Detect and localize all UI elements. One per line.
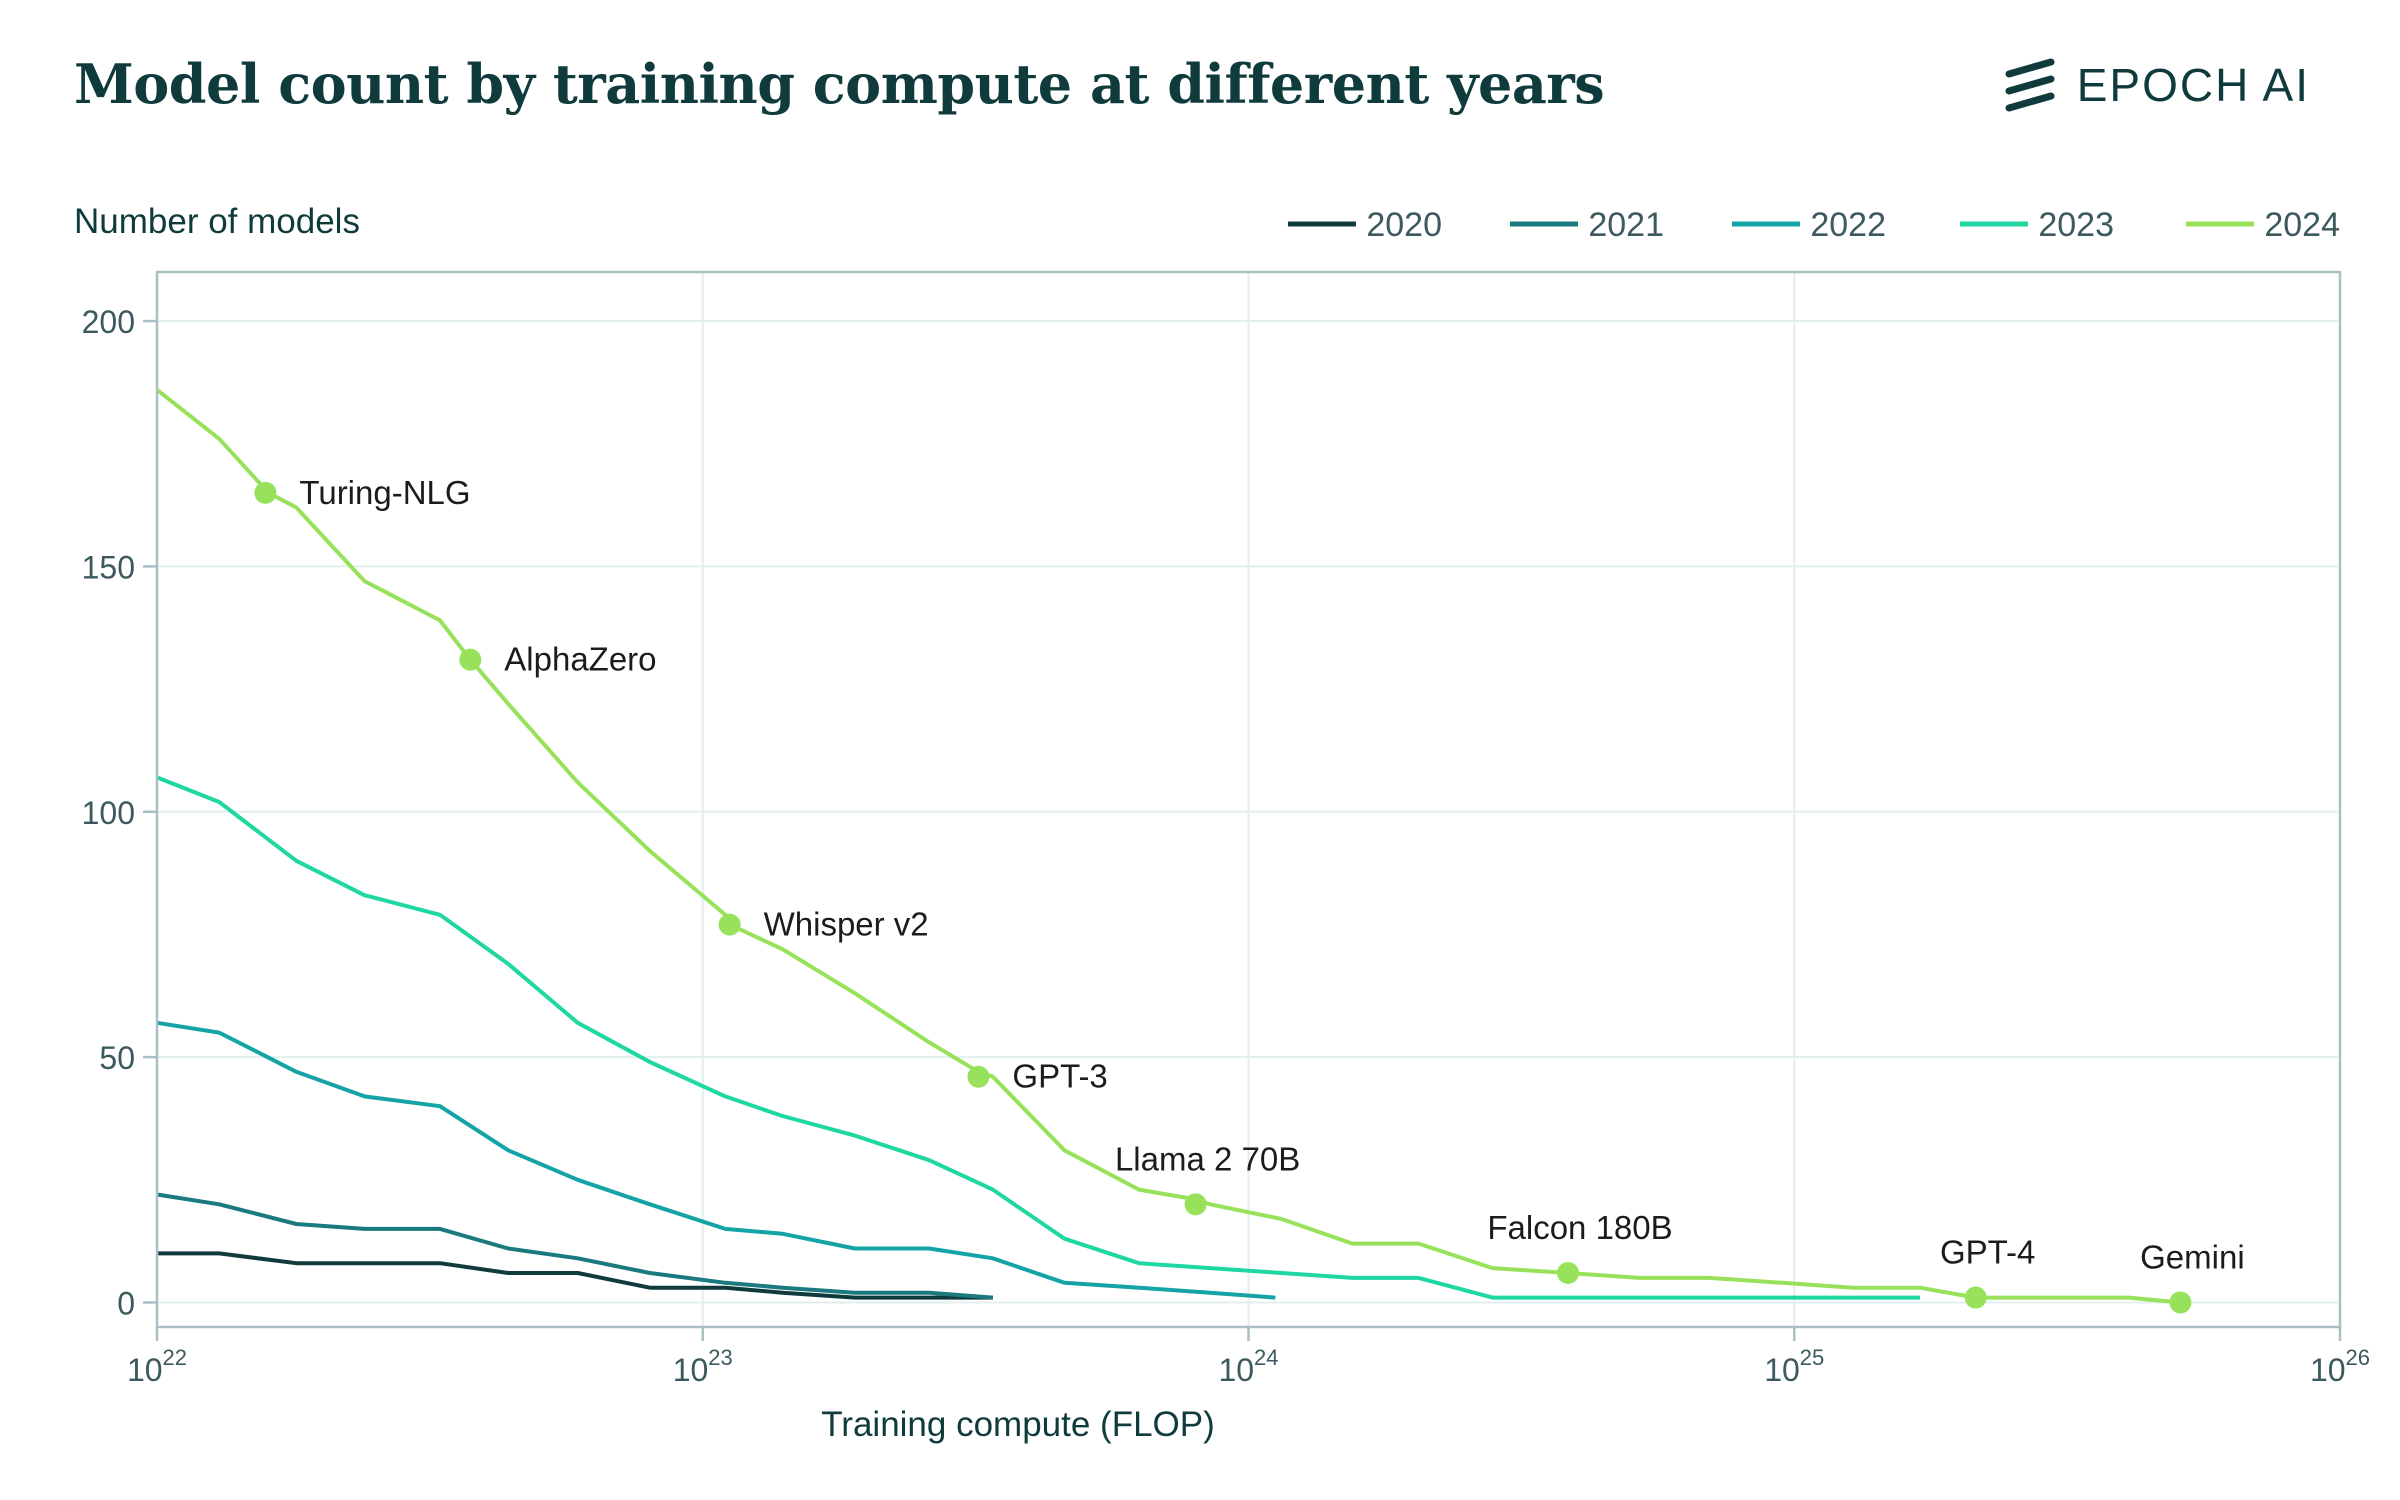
- x-tick-label: 1025: [1764, 1345, 1824, 1388]
- legend-label: 2021: [1588, 206, 1664, 244]
- legend-label: 2022: [1810, 206, 1886, 244]
- annotation-label: Gemini: [2140, 1238, 2245, 1275]
- y-tick-label: 0: [117, 1285, 135, 1321]
- y-axis-label: Number of models: [74, 202, 360, 241]
- x-tick-label: 1024: [1218, 1345, 1278, 1388]
- brand-logo: EPOCH AI: [2003, 58, 2310, 112]
- series-line-2024: [155, 388, 2181, 1305]
- brand-name: EPOCH AI: [2076, 59, 2310, 111]
- legend: 2020 2021 2022 2023 2024: [1288, 206, 2340, 244]
- annotation-label: GPT-3: [1012, 1058, 1107, 1095]
- annotation-label: Turing-NLG: [299, 474, 470, 511]
- annotation-marker: [254, 481, 277, 504]
- epoch-logo-icon: [2005, 58, 2055, 112]
- legend-label: 2023: [2038, 206, 2114, 244]
- legend-label: 2024: [2264, 206, 2340, 244]
- annotation-marker: [967, 1065, 990, 1088]
- series-line-2023: [156, 775, 1920, 1300]
- chart-title: Model count by training compute at diffe…: [74, 52, 1605, 116]
- annotation-marker: [2169, 1291, 2192, 1314]
- annotation-marker: [1557, 1262, 1580, 1285]
- annotation-label: Falcon 180B: [1487, 1209, 1672, 1246]
- x-tick-label: 1022: [127, 1345, 187, 1388]
- y-tick-label: 150: [82, 549, 135, 585]
- x-tick-label: 1023: [673, 1345, 733, 1388]
- series-line-2020: [157, 1251, 993, 1300]
- axes: 0 50 100 150 200 1022 1023 1024 1025 1026: [82, 270, 2370, 1388]
- y-tick-label: 200: [82, 304, 135, 340]
- annotation-label: AlphaZero: [504, 641, 656, 678]
- annotation-marker: [718, 913, 741, 936]
- x-axis-label: Training compute (FLOP): [821, 1405, 1215, 1444]
- annotation-marker: [459, 648, 482, 671]
- series-line-2021: [156, 1192, 993, 1300]
- series-line-2022: [156, 1020, 1276, 1300]
- annotation-label: GPT-4: [1940, 1234, 2035, 1271]
- annotations: Turing-NLG AlphaZero Whisper v2 GPT-3 Llama …: [254, 474, 2245, 1314]
- x-tick-label: 1026: [2310, 1345, 2370, 1388]
- y-tick-label: 100: [82, 795, 135, 831]
- annotation-marker: [1184, 1193, 1207, 1216]
- series-lines: [155, 388, 2181, 1305]
- annotation-marker: [1964, 1286, 1987, 1309]
- y-tick-label: 50: [99, 1040, 135, 1076]
- legend-label: 2020: [1366, 206, 1442, 244]
- annotation-label: Llama 2 70B: [1115, 1140, 1300, 1177]
- annotation-label: Whisper v2: [764, 906, 929, 943]
